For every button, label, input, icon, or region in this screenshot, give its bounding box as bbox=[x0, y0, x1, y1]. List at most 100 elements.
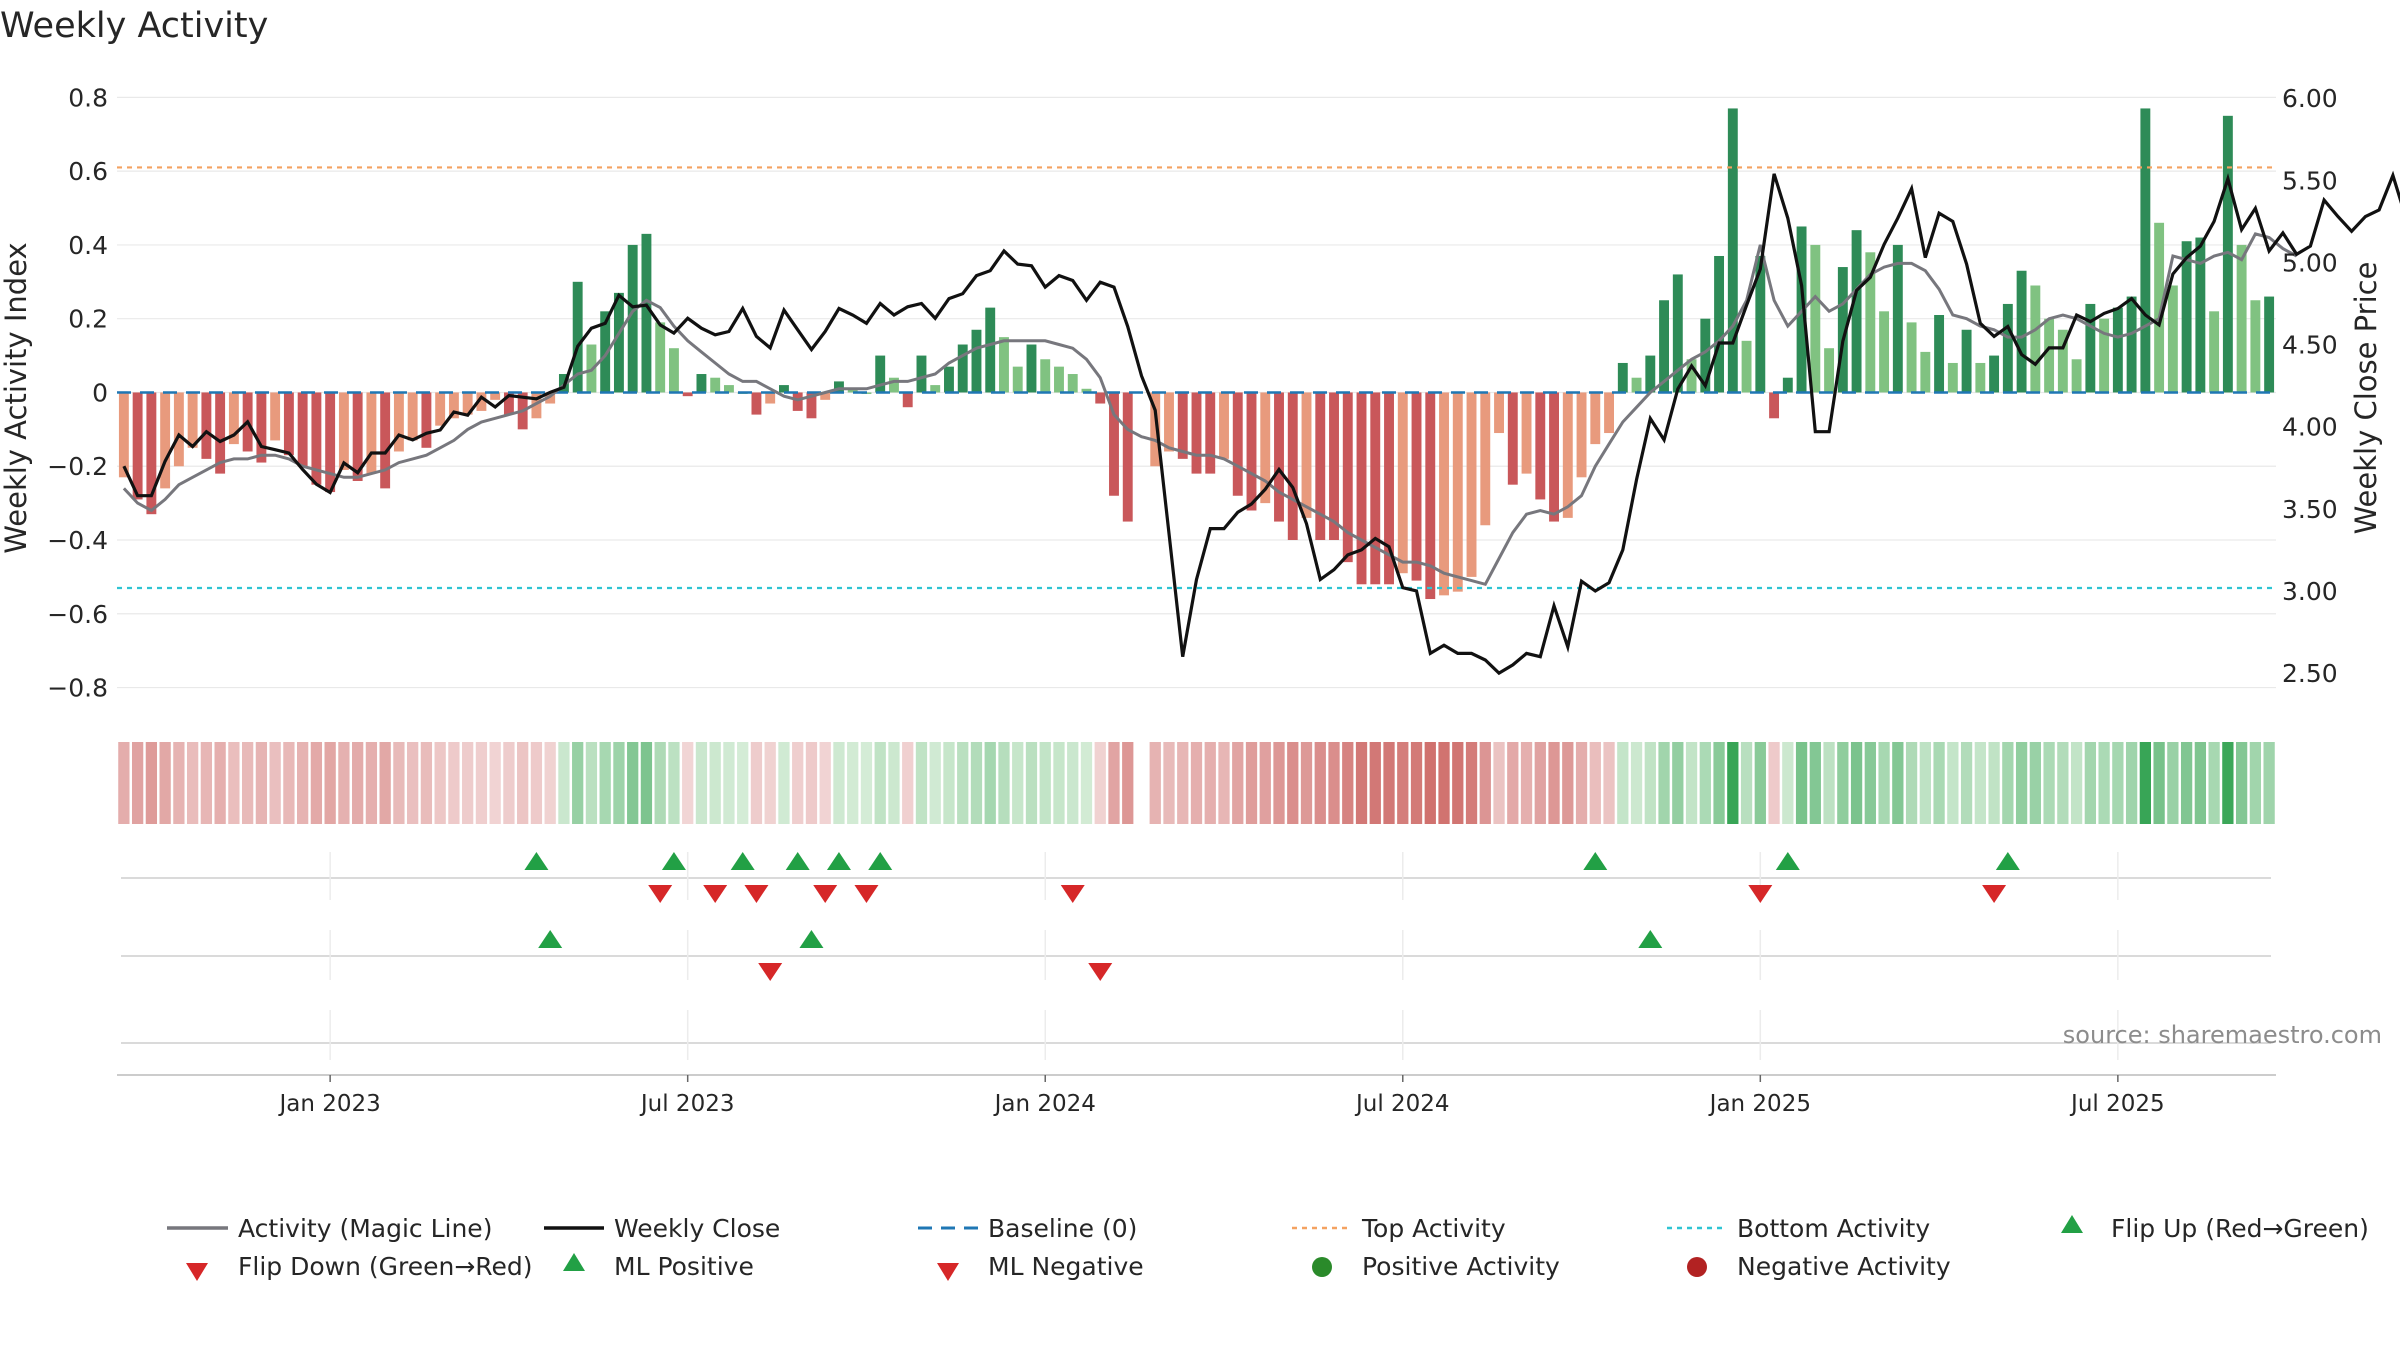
activity-bar bbox=[1824, 348, 1835, 393]
activity-bar bbox=[132, 392, 143, 500]
y-tick-label: −0.8 bbox=[47, 674, 108, 703]
activity-bar bbox=[1274, 392, 1284, 522]
activity-strip-cell bbox=[1328, 742, 1340, 824]
legend-item-magic-line: Activity (Magic Line) bbox=[167, 1214, 492, 1243]
activity-strip-cell bbox=[2222, 742, 2234, 824]
activity-strip-cell bbox=[847, 742, 859, 824]
activity-bar bbox=[173, 392, 184, 467]
activity-bar bbox=[1549, 392, 1559, 522]
activity-strip-cell bbox=[1534, 742, 1546, 824]
legend-label-weekly-close: Weekly Close bbox=[614, 1214, 780, 1243]
activity-bar bbox=[1920, 351, 1931, 393]
activity-strip-cell bbox=[1039, 742, 1051, 824]
activity-heat-strip bbox=[118, 742, 2275, 824]
activity-strip-cell bbox=[2015, 742, 2028, 824]
flip-up-marker bbox=[868, 852, 893, 870]
activity-bar bbox=[146, 392, 157, 515]
activity-bar bbox=[325, 392, 336, 493]
activity-bar bbox=[1205, 392, 1216, 474]
activity-strip-cell bbox=[1617, 742, 1629, 824]
activity-bar bbox=[1177, 392, 1188, 459]
activity-bar bbox=[1191, 392, 1202, 474]
activity-bar bbox=[1466, 392, 1477, 577]
legend-item-negative-activity: Negative Activity bbox=[1687, 1252, 1951, 1281]
y2-axis-label: Weekly Close Price bbox=[2349, 262, 2383, 535]
activity-bar bbox=[118, 392, 129, 478]
activity-strip-cell bbox=[558, 742, 570, 824]
x-tick-label: Jul 2024 bbox=[1354, 1091, 1450, 1117]
activity-bar bbox=[600, 311, 611, 393]
flip-down-marker bbox=[1748, 885, 1773, 903]
activity-strip-cell bbox=[1287, 742, 1299, 824]
flip-up-marker bbox=[730, 852, 755, 870]
activity-bar bbox=[2057, 329, 2068, 393]
activity-bar bbox=[572, 281, 583, 393]
activity-bar bbox=[765, 392, 776, 404]
activity-bar bbox=[613, 292, 624, 393]
y-tick-label: 0.8 bbox=[68, 83, 108, 112]
activity-strip-cell bbox=[998, 742, 1010, 824]
activity-bar bbox=[723, 385, 734, 393]
activity-strip-cell bbox=[929, 742, 941, 824]
activity-bar bbox=[668, 348, 679, 393]
activity-bar bbox=[435, 392, 446, 426]
legend-label-ml-positive: ML Positive bbox=[614, 1252, 754, 1281]
activity-bar bbox=[297, 392, 308, 467]
activity-bar bbox=[476, 392, 487, 411]
activity-bar bbox=[270, 392, 281, 441]
activity-strip-cell bbox=[297, 742, 309, 824]
activity-strip-cell bbox=[1507, 742, 1519, 824]
activity-strip-cell bbox=[1947, 742, 1959, 824]
activity-strip-cell bbox=[1190, 742, 1203, 824]
activity-strip-cell bbox=[2249, 742, 2262, 824]
left-axis-ticks: 0.8 0.6 0.4 0.2 0 −0.2 −0.4 −0.6 −0.8 bbox=[47, 83, 108, 702]
activity-strip-cell bbox=[1823, 742, 1835, 824]
activity-strip-cell bbox=[1369, 742, 1381, 824]
activity-bar bbox=[421, 392, 432, 448]
activity-bar bbox=[2154, 222, 2165, 393]
activity-bar bbox=[779, 385, 789, 393]
activity-strip-cell bbox=[819, 742, 831, 824]
flip-up-marker bbox=[661, 852, 686, 870]
activity-bar bbox=[710, 377, 721, 393]
activity-strip-cell bbox=[2029, 742, 2041, 824]
activity-strip-cell bbox=[159, 742, 171, 824]
activity-bar bbox=[1095, 392, 1106, 404]
activity-strip-cell bbox=[1864, 742, 1876, 824]
activity-strip-cell bbox=[118, 742, 130, 824]
activity-bar bbox=[1342, 392, 1353, 563]
y-tick-label: 0.2 bbox=[68, 305, 108, 334]
activity-strip-cell bbox=[1795, 742, 1808, 824]
activity-bar bbox=[916, 355, 927, 393]
activity-bar bbox=[751, 392, 762, 415]
activity-bar bbox=[1782, 377, 1793, 393]
flip-up-marker-icon bbox=[2061, 1215, 2083, 1233]
activity-bar bbox=[1934, 315, 1945, 393]
activity-strip-cell bbox=[874, 742, 886, 824]
activity-strip-cell bbox=[393, 742, 405, 824]
activity-strip-cell bbox=[200, 742, 213, 824]
activity-strip-cell bbox=[654, 742, 666, 824]
activity-bar bbox=[1755, 255, 1766, 393]
activity-bar bbox=[1054, 366, 1064, 393]
activity-strip-cell bbox=[2098, 742, 2110, 824]
activity-strip-cell bbox=[2057, 742, 2069, 824]
activity-strip-cell bbox=[1080, 742, 1093, 824]
y-tick-label: 0.4 bbox=[68, 231, 108, 260]
ml-positive-marker-icon bbox=[563, 1253, 585, 1271]
activity-bar bbox=[1947, 362, 1958, 393]
activity-bar bbox=[1439, 392, 1449, 596]
ml-positive-marker bbox=[538, 930, 563, 948]
activity-strip-cell bbox=[475, 742, 488, 824]
y2-tick-label: 5.50 bbox=[2282, 166, 2338, 195]
chart-title: Weekly Activity bbox=[0, 6, 268, 46]
x-tick-label: Jan 2025 bbox=[1708, 1091, 1811, 1117]
activity-bar bbox=[462, 392, 473, 415]
activity-strip-cell bbox=[695, 742, 708, 824]
flip-up-marker bbox=[524, 852, 549, 870]
legend-label-negative-activity: Negative Activity bbox=[1737, 1252, 1951, 1281]
flip-down-marker bbox=[1060, 885, 1085, 903]
activity-strip-cell bbox=[723, 742, 735, 824]
x-axis-ticks: Jan 2023 Jul 2023 Jan 2024 Jul 2024 Jan 2025… bbox=[277, 1075, 2165, 1117]
legend-item-top-activity: Top Activity bbox=[1292, 1214, 1506, 1243]
